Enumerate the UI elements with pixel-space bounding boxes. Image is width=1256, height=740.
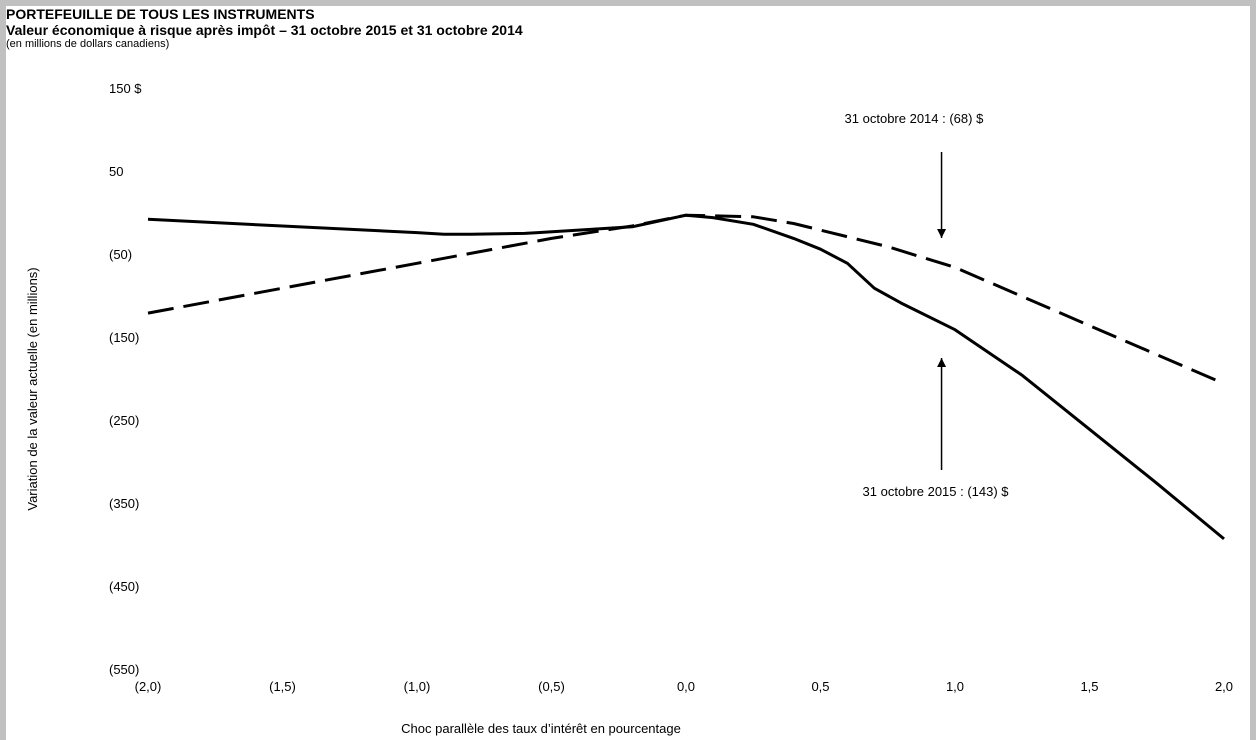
annotation-label: 31 octobre 2014 : (68) $ [845, 111, 985, 126]
chart-title: PORTEFEUILLE DE TOUS LES INSTRUMENTS [6, 6, 315, 22]
x-tick-label: 1,5 [1080, 679, 1098, 694]
x-tick-label: (1,0) [404, 679, 431, 694]
x-tick-label: (0,5) [538, 679, 565, 694]
x-tick-label: 1,0 [946, 679, 964, 694]
y-tick-label: (350) [109, 496, 139, 511]
y-tick-label: (150) [109, 330, 139, 345]
chart-subtitle: Valeur économique à risque après impôt –… [6, 22, 523, 38]
y-tick-label: 150 $ [109, 81, 142, 96]
x-tick-label: 0,5 [811, 679, 829, 694]
chart-frame: PORTEFEUILLE DE TOUS LES INSTRUMENTS Val… [6, 6, 1250, 740]
x-tick-label: 0,0 [677, 679, 695, 694]
y-tick-label: (450) [109, 579, 139, 594]
x-tick-label: (2,0) [135, 679, 162, 694]
line-chart: 150 $ 50 (50) (150) (250) (350) (450) (550) (2,… [25, 81, 1233, 736]
y-tick-label: (50) [109, 247, 132, 262]
x-tick-label: (1,5) [269, 679, 296, 694]
unit-note: (en millions de dollars canadiens) [6, 38, 170, 50]
y-tick-label: 50 [109, 164, 123, 179]
x-axis-ticks: (2,0) (1,5) (1,0) (0,5) 0,0 0,5 1,0 1,5 2,0 [135, 679, 1233, 694]
y-axis-ticks: 150 $ 50 (50) (150) (250) (350) (450) (550) [109, 81, 142, 677]
y-axis-label: Variation de la valeur actuelle (en mill… [25, 267, 40, 510]
x-axis-label: Choc parallèle des taux d’intérêt en pou… [401, 721, 681, 736]
series-line-2014 [147, 213, 1225, 385]
annotation-label: 31 octobre 2015 : (143) $ [863, 484, 1010, 499]
annotations: 31 octobre 2014 : (68) $ 31 octobre 2015 … [845, 111, 1010, 499]
x-tick-label: 2,0 [1215, 679, 1233, 694]
series-line-2015 [147, 213, 1225, 541]
y-tick-label: (550) [109, 662, 139, 677]
y-tick-label: (250) [109, 413, 139, 428]
series-lines [147, 213, 1225, 541]
